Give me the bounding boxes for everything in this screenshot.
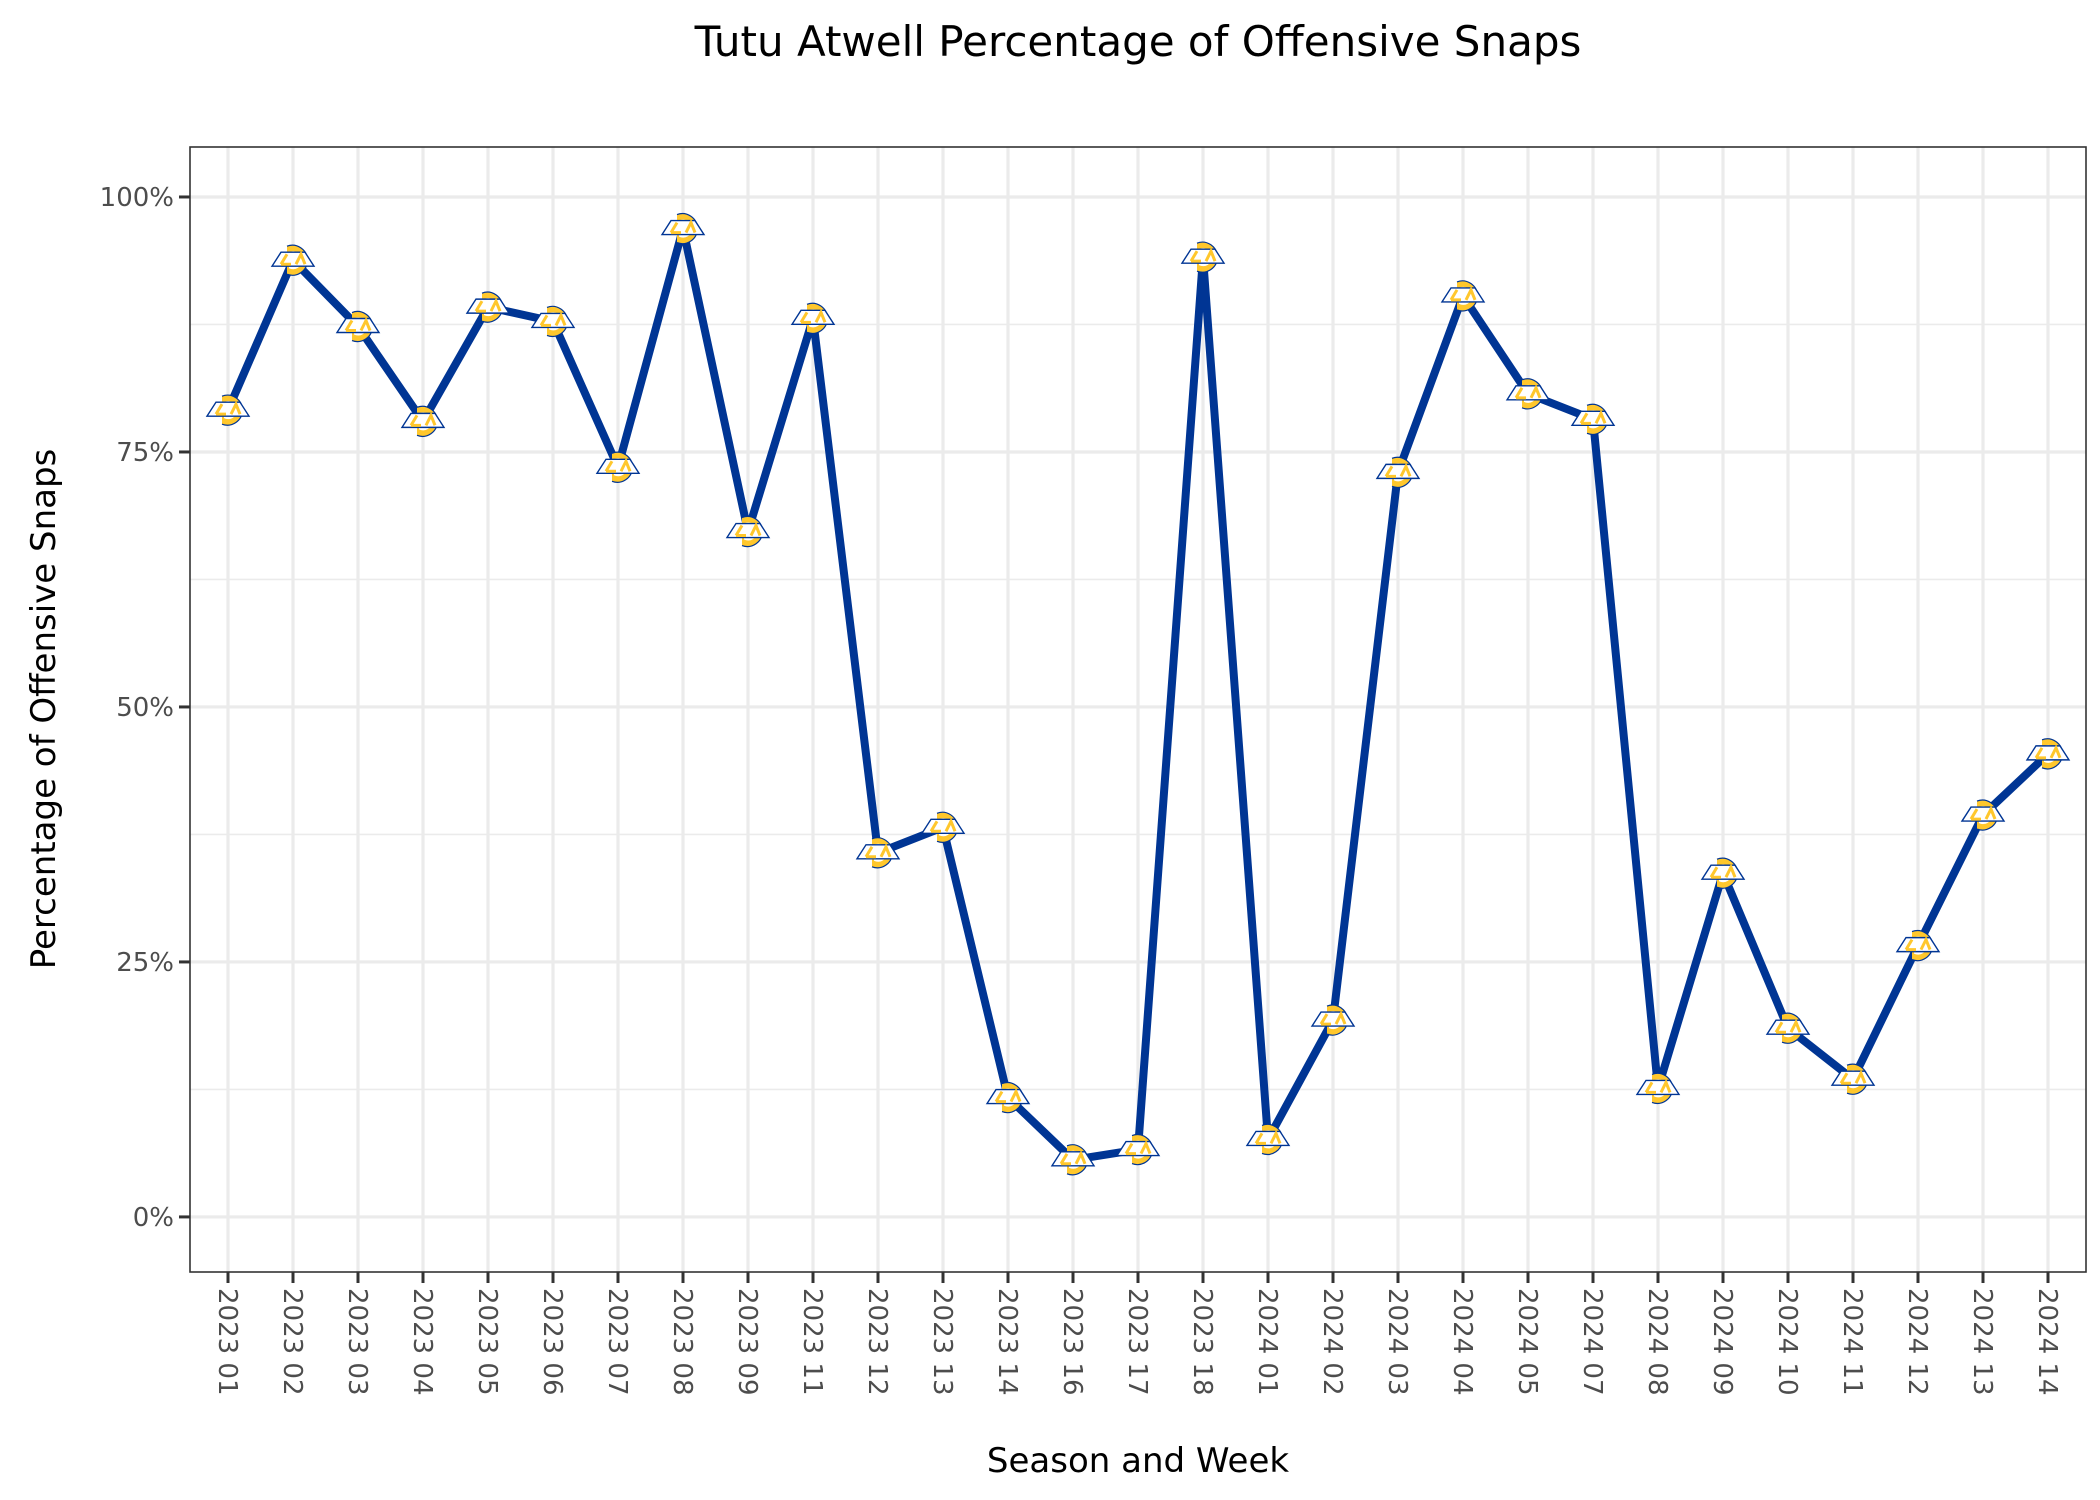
rams-logo-icon bbox=[725, 515, 771, 548]
x-tick-label: 2023 07 bbox=[602, 1288, 632, 1396]
rams-logo-icon bbox=[205, 394, 251, 426]
rams-logo-icon bbox=[1180, 241, 1226, 273]
rams-logo-icon bbox=[1960, 799, 2006, 831]
logo-letters bbox=[734, 521, 762, 538]
rams-logo-icon bbox=[335, 310, 381, 343]
rams-logo-icon bbox=[595, 451, 641, 483]
x-tick-label: 2024 11 bbox=[1837, 1288, 1867, 1396]
x-axis-title: Season and Week bbox=[987, 1441, 1289, 1481]
logo-letters bbox=[669, 218, 697, 235]
rams-logo-icon bbox=[1050, 1144, 1096, 1176]
logo-letters bbox=[344, 316, 372, 333]
rams-logo-icon bbox=[530, 305, 576, 337]
x-tick-label: 2024 01 bbox=[1252, 1288, 1282, 1396]
rams-logo-icon bbox=[400, 405, 446, 437]
x-tick-label: 2023 02 bbox=[277, 1288, 307, 1396]
rams-logo-icon bbox=[1570, 403, 1616, 435]
logo-letters bbox=[1774, 1018, 1802, 1034]
logo-letters bbox=[2034, 744, 2062, 760]
rams-logo-icon bbox=[1700, 857, 1746, 889]
logo-letters bbox=[474, 297, 502, 313]
x-tick-label: 2024 05 bbox=[1512, 1288, 1542, 1396]
logo-letters bbox=[409, 411, 437, 427]
x-tick-label: 2024 12 bbox=[1902, 1288, 1932, 1396]
x-tick-label: 2023 01 bbox=[212, 1288, 242, 1396]
rams-logo-icon bbox=[1310, 1004, 1356, 1036]
x-tick-label: 2023 12 bbox=[862, 1288, 892, 1396]
logo-letters bbox=[1124, 1139, 1152, 1156]
x-tick-label: 2024 02 bbox=[1317, 1288, 1347, 1396]
logo-letters bbox=[214, 400, 242, 416]
y-tick-label: 50% bbox=[116, 693, 174, 723]
x-tick-label: 2023 16 bbox=[1057, 1288, 1087, 1396]
y-tick-label: 0% bbox=[133, 1203, 174, 1233]
x-tick-label: 2023 14 bbox=[992, 1288, 1022, 1396]
rams-logo-icon bbox=[1505, 378, 1551, 410]
rams-logo-icon bbox=[920, 811, 966, 843]
logo-letters bbox=[1449, 286, 1477, 302]
x-tick-label: 2023 17 bbox=[1122, 1288, 1152, 1396]
logo-letters bbox=[1839, 1069, 1867, 1085]
markers bbox=[205, 213, 2071, 1176]
logo-letters bbox=[929, 817, 957, 833]
chart-title: Tutu Atwell Percentage of Offensive Snap… bbox=[694, 17, 1582, 66]
rams-logo-icon bbox=[2025, 738, 2071, 770]
y-tick-label: 25% bbox=[116, 948, 174, 978]
rams-logo-icon bbox=[855, 837, 901, 869]
x-tick-label: 2024 09 bbox=[1707, 1288, 1737, 1396]
rams-logo-icon bbox=[1375, 456, 1421, 488]
logo-letters bbox=[994, 1087, 1022, 1104]
x-axis: 2023 01 2023 02 2023 03 2023 04 2023 05 2023 … bbox=[212, 1272, 2062, 1396]
x-tick-label: 2023 08 bbox=[667, 1288, 697, 1396]
logo-letters bbox=[864, 843, 892, 859]
x-tick-label: 2023 06 bbox=[537, 1288, 567, 1396]
logo-letters bbox=[1904, 935, 1932, 952]
x-tick-label: 2024 14 bbox=[2032, 1288, 2062, 1396]
logo-letters bbox=[1709, 863, 1737, 879]
y-tick-label: 100% bbox=[100, 183, 174, 213]
x-tick-label: 2023 04 bbox=[407, 1288, 437, 1396]
rams-logo-icon bbox=[1765, 1012, 1811, 1044]
x-tick-label: 2023 11 bbox=[797, 1288, 827, 1396]
x-tick-label: 2024 03 bbox=[1382, 1288, 1412, 1396]
logo-letters bbox=[604, 457, 632, 473]
y-axis: 0% 25% 50% 75% 100% bbox=[100, 183, 190, 1233]
x-tick-label: 2023 18 bbox=[1187, 1288, 1217, 1396]
rams-logo-icon bbox=[660, 213, 706, 245]
x-tick-label: 2024 04 bbox=[1447, 1288, 1477, 1396]
x-tick-label: 2024 08 bbox=[1642, 1288, 1672, 1396]
rams-logo-icon bbox=[1895, 930, 1941, 962]
rams-logo-icon bbox=[790, 302, 836, 334]
logo-letters bbox=[279, 250, 307, 266]
rams-logo-icon bbox=[1635, 1072, 1681, 1104]
rams-logo-icon bbox=[1245, 1123, 1291, 1155]
y-axis-title: Percentage of Offensive Snaps bbox=[24, 449, 64, 970]
rams-logo-icon bbox=[1440, 280, 1486, 312]
x-tick-label: 2024 13 bbox=[1967, 1288, 1997, 1396]
rams-logo-icon bbox=[270, 244, 316, 276]
rams-logo-icon bbox=[1115, 1134, 1161, 1166]
logo-letters bbox=[1579, 409, 1607, 425]
x-tick-label: 2023 05 bbox=[472, 1288, 502, 1396]
logo-letters bbox=[1514, 384, 1542, 400]
logo-letters bbox=[1254, 1129, 1282, 1145]
logo-letters bbox=[539, 311, 567, 327]
logo-letters bbox=[1644, 1078, 1672, 1094]
logo-letters bbox=[1319, 1010, 1347, 1026]
y-tick-label: 75% bbox=[116, 438, 174, 468]
x-tick-label: 2024 10 bbox=[1772, 1288, 1802, 1396]
x-tick-label: 2024 07 bbox=[1577, 1288, 1607, 1396]
rams-logo-icon bbox=[465, 291, 511, 323]
logo-letters bbox=[1384, 462, 1412, 478]
logo-letters bbox=[1189, 247, 1217, 263]
rams-logo-icon bbox=[1830, 1063, 1876, 1095]
x-tick-label: 2023 13 bbox=[927, 1288, 957, 1396]
x-tick-label: 2023 03 bbox=[342, 1288, 372, 1396]
x-tick-label: 2023 09 bbox=[732, 1288, 762, 1396]
rams-logo-icon bbox=[985, 1082, 1031, 1114]
logo-letters bbox=[1969, 805, 1997, 821]
logo-letters bbox=[799, 308, 827, 324]
logo-letters bbox=[1059, 1150, 1087, 1166]
